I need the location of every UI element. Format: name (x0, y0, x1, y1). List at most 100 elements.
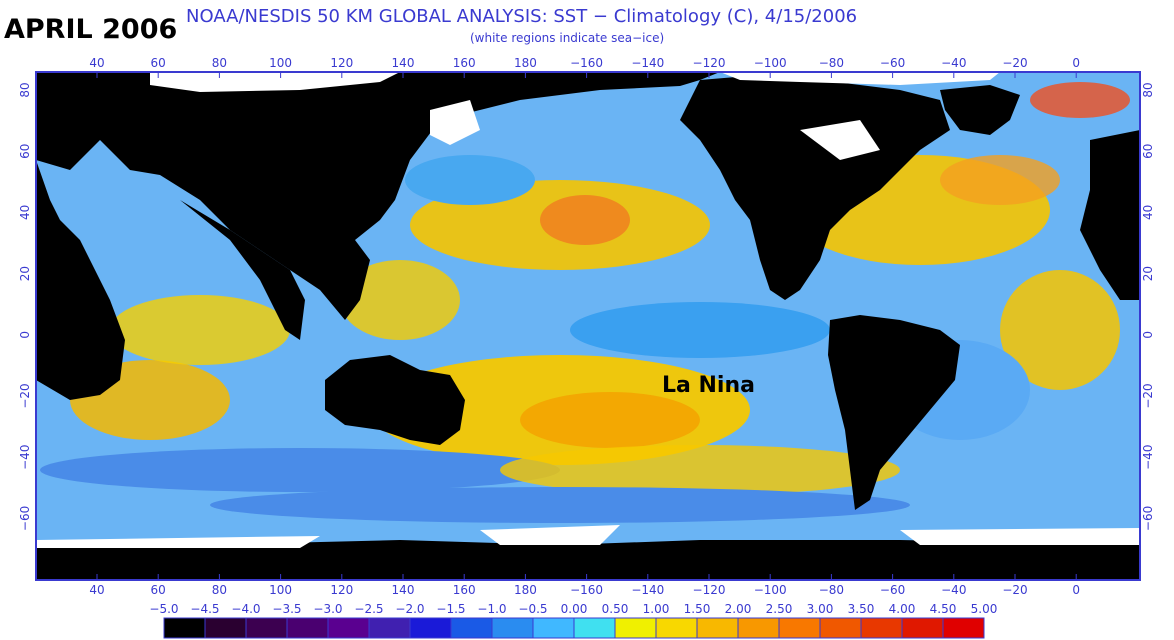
colorbar-swatch (655, 617, 698, 639)
longitude-label-top: 180 (514, 56, 537, 70)
colorbar-label: −1.5 (436, 602, 465, 616)
colorbar-labels: −5.0 −4.5 −4.0 −3.5 −3.0 −2.5 −2.0 −1.5 −1.0 −0.5… (149, 602, 997, 616)
colorbar-label: 2.50 (766, 602, 793, 616)
colorbar-swatch (163, 617, 206, 639)
colorbar-swatch (368, 617, 411, 639)
latitude-label-left: 0 (18, 331, 32, 339)
colorbar-label: 1.50 (684, 602, 711, 616)
longitude-labels-top: 40 60 80 100 120 140 160 180 −160 −140 −120 −100 −80… (89, 56, 1080, 78)
longitude-label-bottom: 180 (514, 583, 537, 597)
colorbar-swatch (286, 617, 329, 639)
colorbar-swatch (245, 617, 288, 639)
colorbar-swatch (573, 617, 616, 639)
latitude-label-right: −60 (1141, 506, 1155, 531)
latitude-label-right: −20 (1141, 383, 1155, 408)
subtitle: (white regions indicate sea−ice) (470, 31, 665, 45)
colorbar-swatch (901, 617, 944, 639)
longitude-label-bottom: −60 (880, 583, 905, 597)
longitude-label-top: 80 (212, 56, 227, 70)
longitude-labels-bottom: 40 60 80 100 120 140 160 180 −160 −140 −120 −100 −80… (89, 574, 1080, 597)
latitude-label-left: −20 (18, 383, 32, 408)
latitude-label-right: 80 (1141, 82, 1155, 97)
colorbar-label: −3.0 (313, 602, 342, 616)
overlay-title: APRIL 2006 (4, 14, 178, 45)
colorbar-label: −2.0 (395, 602, 424, 616)
longitude-label-top: −60 (880, 56, 905, 70)
longitude-label-bottom: −160 (570, 583, 603, 597)
longitude-label-bottom: 40 (89, 583, 104, 597)
page-title: NOAA/NESDIS 50 KM GLOBAL ANALYSIS: SST −… (186, 6, 858, 27)
latitude-label-left: 60 (18, 144, 32, 159)
longitude-label-top: −140 (631, 56, 664, 70)
latitude-label-right: 0 (1141, 331, 1155, 339)
longitude-label-bottom: 80 (212, 583, 227, 597)
la-nina-label: La Nina (662, 373, 755, 398)
colorbar-swatch (491, 617, 534, 639)
colorbar-swatch (696, 617, 739, 639)
colorbar-swatch (819, 617, 862, 639)
longitude-label-bottom: −40 (941, 583, 966, 597)
latitude-label-right: 40 (1141, 205, 1155, 220)
longitude-label-bottom: 140 (392, 583, 415, 597)
longitude-label-top: −160 (570, 56, 603, 70)
latitude-label-left: 20 (18, 266, 32, 281)
colorbar-label: 0.50 (602, 602, 629, 616)
latitude-label-left: 40 (18, 205, 32, 220)
latitude-label-right: 60 (1141, 144, 1155, 159)
colorbar-label: 3.50 (848, 602, 875, 616)
sea-ice (36, 72, 1140, 548)
colorbar-label: −3.5 (272, 602, 301, 616)
longitude-label-top: −40 (941, 56, 966, 70)
longitude-label-top: 160 (453, 56, 476, 70)
colorbar-label: 2.00 (725, 602, 752, 616)
colorbar-swatch (942, 617, 985, 639)
longitude-label-top: 140 (392, 56, 415, 70)
longitude-label-top: 40 (89, 56, 104, 70)
latitude-label-left: −60 (18, 506, 32, 531)
longitude-label-bottom: −140 (631, 583, 664, 597)
longitude-label-top: 60 (151, 56, 166, 70)
colorbar (163, 617, 985, 639)
longitude-label-top: −80 (819, 56, 844, 70)
colorbar-swatch (327, 617, 370, 639)
latitude-labels-right: 80 60 40 20 0 −20 −40 −60 (1141, 82, 1155, 531)
colorbar-swatch (737, 617, 780, 639)
colorbar-swatch (204, 617, 247, 639)
longitude-label-bottom: 120 (330, 583, 353, 597)
latitude-label-left: 80 (18, 82, 32, 97)
longitude-label-top: −20 (1002, 56, 1027, 70)
latitude-label-right: 20 (1141, 266, 1155, 281)
colorbar-swatch (614, 617, 657, 639)
colorbar-label: 0.00 (561, 602, 588, 616)
latitude-label-left: −40 (18, 445, 32, 470)
longitude-label-top: −100 (754, 56, 787, 70)
latitude-label-right: −40 (1141, 445, 1155, 470)
colorbar-label: −0.5 (518, 602, 547, 616)
longitude-label-top: 100 (269, 56, 292, 70)
longitude-label-top: 0 (1072, 56, 1080, 70)
longitude-label-bottom: −80 (819, 583, 844, 597)
latitude-labels-left: 80 60 40 20 0 −20 −40 −60 (18, 82, 32, 531)
land-masses (36, 72, 1140, 580)
longitude-label-top: −120 (693, 56, 726, 70)
colorbar-label: −4.0 (231, 602, 260, 616)
colorbar-label: −1.0 (477, 602, 506, 616)
colorbar-swatch (532, 617, 575, 639)
colorbar-label: 1.00 (643, 602, 670, 616)
longitude-label-bottom: 100 (269, 583, 292, 597)
colorbar-label: −4.5 (190, 602, 219, 616)
longitude-label-top: 120 (330, 56, 353, 70)
colorbar-label: −2.5 (354, 602, 383, 616)
colorbar-swatch (450, 617, 493, 639)
colorbar-label: 4.50 (930, 602, 957, 616)
longitude-label-bottom: 0 (1072, 583, 1080, 597)
colorbar-label: −5.0 (149, 602, 178, 616)
longitude-label-bottom: 160 (453, 583, 476, 597)
colorbar-swatch (778, 617, 821, 639)
colorbar-swatch (860, 617, 903, 639)
map-frame (35, 71, 1141, 581)
longitude-label-bottom: −120 (693, 583, 726, 597)
longitude-label-bottom: −20 (1002, 583, 1027, 597)
colorbar-swatch (409, 617, 452, 639)
